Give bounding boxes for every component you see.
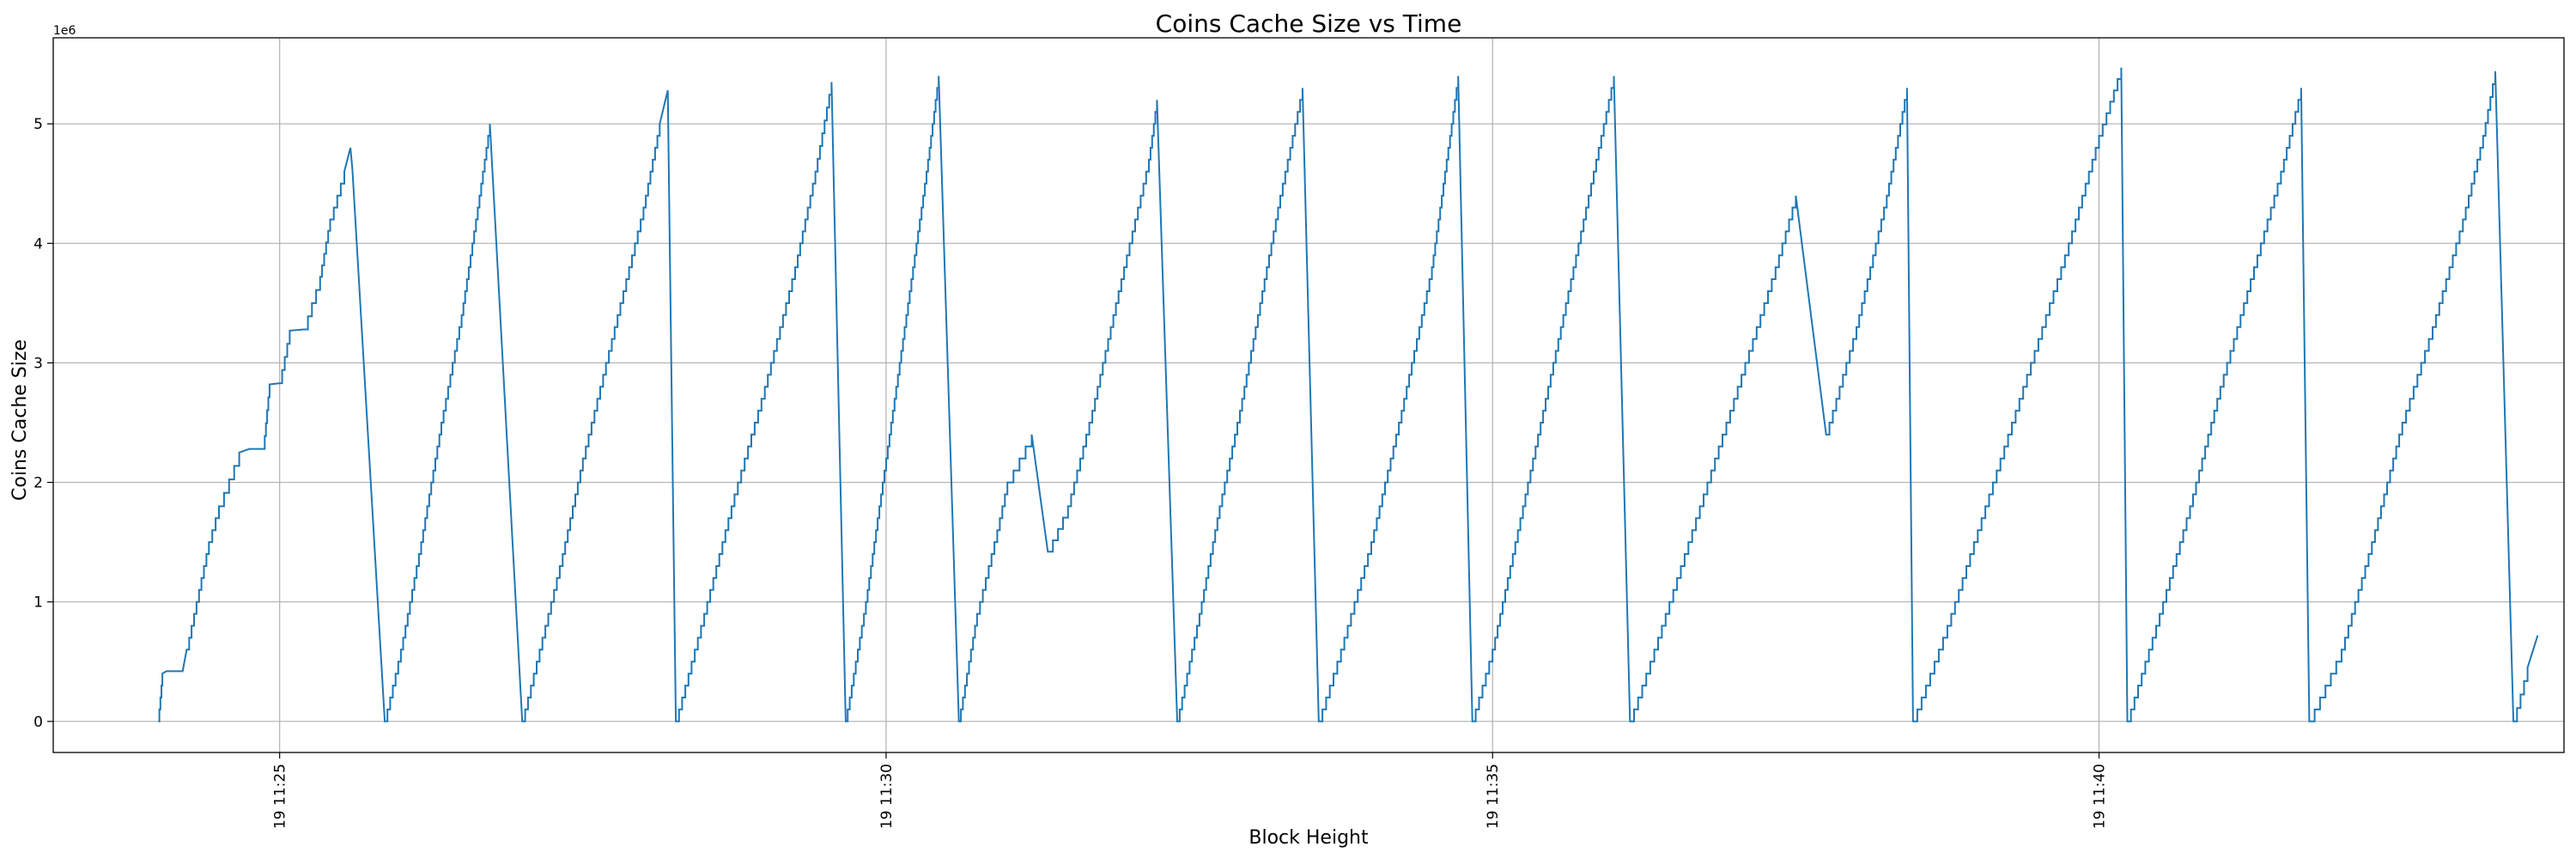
series-layer [158, 67, 2539, 722]
y-axis-label: Coins Cache Size [9, 339, 31, 501]
y-tick-label: 1 [33, 594, 43, 612]
axes [52, 37, 2565, 753]
y-tick-label: 2 [33, 475, 43, 492]
y-offset-label: 1e6 [53, 24, 76, 38]
y-ticks: 0 1 2 3 4 5 [33, 116, 53, 731]
y-tick-label: 3 [33, 355, 43, 372]
x-axis-label: Block Height [1249, 827, 1369, 849]
x-tick-label: 19 11:40 [2092, 764, 2109, 829]
grid [53, 38, 2564, 752]
x-tick-label: 19 11:25 [272, 764, 289, 829]
chart-title: Coins Cache Size vs Time [1156, 9, 1462, 38]
x-ticks: 19 11:25 19 11:30 19 11:35 19 11:40 [272, 752, 2109, 829]
y-tick-label: 4 [33, 235, 43, 253]
series-line [158, 67, 2539, 722]
y-tick-label: 0 [33, 714, 43, 731]
x-tick-label: 19 11:35 [1485, 764, 1502, 829]
y-tick-label: 5 [33, 116, 43, 133]
x-tick-label: 19 11:30 [878, 764, 896, 829]
plot-frame [52, 37, 2565, 753]
